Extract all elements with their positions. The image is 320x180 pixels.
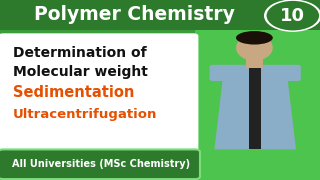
FancyBboxPatch shape — [246, 57, 263, 69]
FancyBboxPatch shape — [210, 65, 301, 81]
Text: Determination of: Determination of — [13, 46, 147, 60]
Text: Sedimentation: Sedimentation — [13, 85, 134, 100]
FancyBboxPatch shape — [0, 0, 320, 30]
Text: Polymer Chemistry: Polymer Chemistry — [34, 5, 235, 24]
Text: Ultracentrifugation: Ultracentrifugation — [13, 108, 157, 121]
Ellipse shape — [236, 31, 273, 44]
FancyBboxPatch shape — [249, 68, 261, 149]
Circle shape — [267, 1, 319, 30]
Polygon shape — [259, 68, 296, 149]
Circle shape — [264, 0, 320, 32]
FancyBboxPatch shape — [0, 149, 200, 179]
Ellipse shape — [236, 35, 273, 61]
FancyBboxPatch shape — [0, 33, 198, 151]
Text: Molecular weight: Molecular weight — [13, 65, 148, 79]
Text: All Universities (MSc Chemistry): All Universities (MSc Chemistry) — [12, 159, 190, 169]
Polygon shape — [214, 68, 251, 149]
Text: 10: 10 — [280, 7, 305, 25]
FancyBboxPatch shape — [195, 0, 320, 180]
